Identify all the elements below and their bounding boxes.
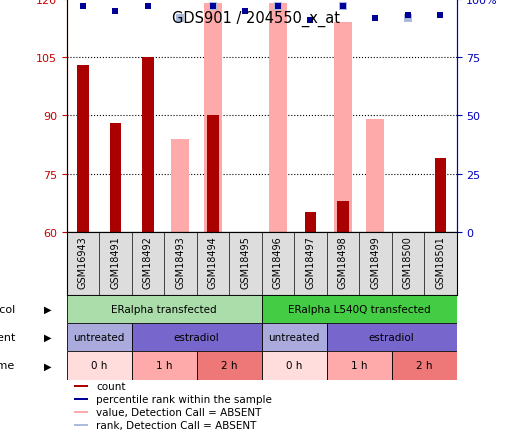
Bar	[74, 411, 88, 413]
Text: GSM18493: GSM18493	[175, 235, 185, 288]
Bar	[327, 352, 391, 380]
Text: GSM16943: GSM16943	[78, 235, 88, 288]
Text: count: count	[96, 381, 126, 391]
Text: GSM18500: GSM18500	[403, 235, 413, 288]
Bar	[67, 352, 132, 380]
Text: GSM18497: GSM18497	[305, 235, 315, 288]
Text: time: time	[0, 361, 15, 371]
Bar	[74, 385, 88, 387]
Text: estradiol: estradiol	[174, 332, 220, 342]
Bar	[327, 323, 457, 352]
Text: untreated: untreated	[73, 332, 125, 342]
Bar	[67, 295, 262, 323]
Text: 0 h: 0 h	[286, 361, 302, 371]
Bar	[337, 201, 348, 232]
Text: ERalpha transfected: ERalpha transfected	[111, 304, 217, 314]
Bar	[74, 398, 88, 400]
Text: GSM18499: GSM18499	[370, 235, 380, 288]
Text: GSM18501: GSM18501	[436, 235, 445, 288]
Text: untreated: untreated	[268, 332, 320, 342]
Text: 2 h: 2 h	[221, 361, 238, 371]
Text: 2 h: 2 h	[416, 361, 432, 371]
Bar	[207, 116, 219, 232]
Text: GSM18491: GSM18491	[110, 235, 121, 288]
Bar	[171, 139, 189, 232]
Bar	[132, 323, 262, 352]
Bar	[262, 323, 327, 352]
Text: estradiol: estradiol	[369, 332, 415, 342]
Bar	[77, 66, 89, 232]
Text: GDS901 / 204550_x_at: GDS901 / 204550_x_at	[172, 11, 341, 27]
Bar	[334, 23, 352, 232]
Text: percentile rank within the sample: percentile rank within the sample	[96, 394, 272, 404]
Bar	[269, 4, 287, 232]
Text: GSM18498: GSM18498	[338, 235, 348, 288]
Bar	[196, 352, 262, 380]
Text: ERalpha L540Q transfected: ERalpha L540Q transfected	[288, 304, 430, 314]
Bar	[262, 352, 327, 380]
Text: 1 h: 1 h	[351, 361, 367, 371]
Bar	[305, 213, 316, 232]
Text: GSM18494: GSM18494	[208, 235, 218, 288]
Bar	[391, 352, 457, 380]
Text: protocol: protocol	[0, 304, 15, 314]
Bar	[132, 352, 196, 380]
Text: GSM18495: GSM18495	[241, 235, 250, 288]
Text: GSM18496: GSM18496	[273, 235, 283, 288]
Bar	[262, 295, 457, 323]
Bar	[74, 424, 88, 426]
Text: value, Detection Call = ABSENT: value, Detection Call = ABSENT	[96, 407, 261, 417]
Text: 1 h: 1 h	[156, 361, 172, 371]
Bar	[110, 124, 121, 232]
Bar	[142, 58, 153, 232]
Text: GSM18492: GSM18492	[143, 235, 153, 288]
Bar	[435, 159, 446, 232]
Text: ▶: ▶	[44, 361, 51, 371]
Text: agent: agent	[0, 332, 15, 342]
Bar	[204, 4, 222, 232]
Bar	[67, 323, 132, 352]
Text: 0 h: 0 h	[91, 361, 107, 371]
Text: rank, Detection Call = ABSENT: rank, Detection Call = ABSENT	[96, 420, 256, 430]
Bar	[366, 120, 384, 232]
Text: ▶: ▶	[44, 332, 51, 342]
Text: ▶: ▶	[44, 304, 51, 314]
